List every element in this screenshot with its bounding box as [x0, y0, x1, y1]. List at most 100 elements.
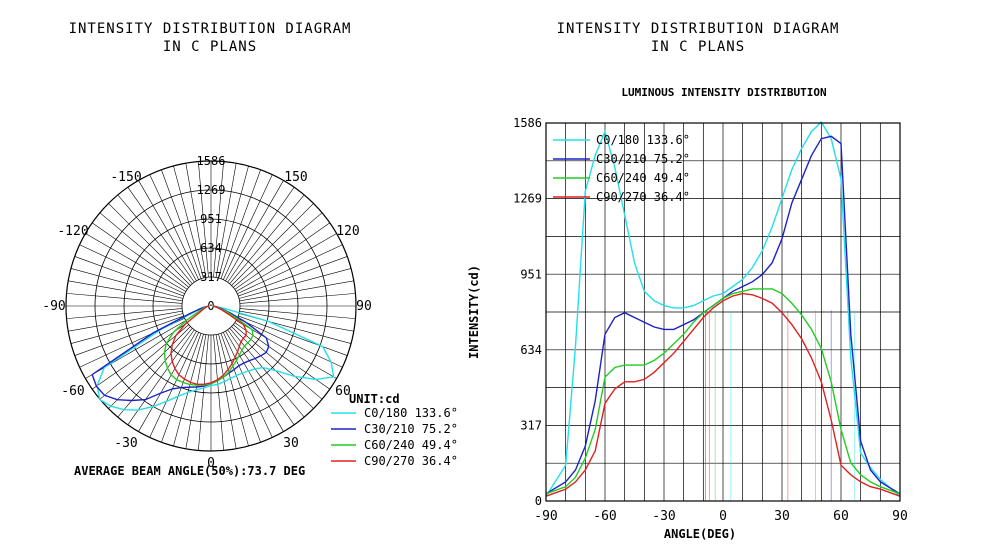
polar-spoke: [233, 212, 323, 288]
polar-legend-label: C0/180 133.6°: [364, 406, 458, 420]
polar-spoke: [239, 308, 356, 319]
polar-radial-label: 0: [207, 299, 214, 313]
polar-spoke: [117, 194, 193, 284]
polar-spoke: [161, 169, 202, 279]
polar-spoke: [117, 328, 193, 418]
x-tick-label: 0: [719, 509, 727, 524]
polar-spoke: [198, 334, 209, 451]
right-title-line2: IN C PLANS: [650, 39, 746, 55]
polar-spoke: [213, 161, 224, 278]
polar-radial-label: 317: [200, 270, 222, 284]
cartesian-legend-label: C60/240 49.4°: [596, 171, 690, 185]
cartesian-series-line-0: [545, 120, 901, 497]
plot-frame: [545, 122, 901, 502]
polar-angle-label: 60: [335, 384, 351, 399]
polar-curves: [91, 305, 335, 411]
polar-angle-label: 0: [207, 456, 215, 471]
polar-spoke: [213, 334, 224, 451]
polar-spoke: [215, 163, 237, 278]
y-axis-label: INTENSITY(cd): [467, 265, 481, 359]
y-tick-label: 317: [520, 418, 542, 432]
polar-spoke: [220, 169, 261, 279]
polar-spoke: [239, 293, 356, 304]
polar-spoke: [85, 320, 187, 379]
polar-angle-label: 90: [356, 299, 372, 314]
polar-spoke: [229, 328, 305, 418]
polar-spoke: [222, 332, 273, 438]
cartesian-axes: -90 -60 -30 0 30 60 90 0 317 634 951 1269 1586: [513, 116, 908, 524]
beam-angle-text: AVERAGE BEAM ANGLE(50%):73.7 DEG: [74, 464, 305, 478]
polar-radial-labels: 0 317 634 951 1269 1586: [197, 154, 226, 313]
polar-radial-label: 1269: [197, 183, 226, 197]
polar-spoke: [233, 324, 323, 400]
polar-spoke: [225, 180, 284, 282]
polar-spoke: [173, 333, 204, 447]
polar-grid: [65, 160, 357, 452]
cartesian-legend-label: C30/210 75.2°: [596, 152, 690, 166]
polar-radial-label: 1586: [197, 154, 226, 168]
polar-spoke: [127, 329, 195, 425]
polar-spoke: [149, 332, 200, 438]
y-tick-label: 951: [520, 267, 542, 281]
polar-angle-label: -30: [114, 436, 137, 451]
half-max-markers: [704, 310, 856, 501]
left-chart-title: INTENSITY DISTRIBUTION DIAGRAM IN C PLAN…: [40, 20, 380, 56]
left-title-line1: INTENSITY DISTRIBUTION DIAGRAM: [68, 21, 352, 37]
polar-series-line-2: [163, 305, 254, 386]
polar-angle-label: 120: [336, 224, 359, 239]
y-tick-label: 1586: [513, 116, 542, 130]
polar-legend-label: C60/240 49.4°: [364, 438, 458, 452]
polar-spoke: [227, 187, 295, 283]
polar-spoke: [227, 329, 295, 425]
x-tick-label: 30: [774, 509, 790, 524]
polar-spoke: [99, 324, 189, 400]
polar-radial-label: 951: [200, 212, 222, 226]
polar-spoke: [225, 330, 284, 432]
polar-spoke: [238, 315, 348, 356]
polar-spoke: [185, 334, 207, 449]
polar-legend-label: C90/270 36.4°: [364, 454, 458, 468]
x-tick-label: -90: [534, 509, 557, 524]
y-tick-label: 634: [520, 343, 542, 357]
polar-spoke: [198, 161, 209, 278]
cartesian-legend-label: C90/270 36.4°: [596, 190, 690, 204]
polar-series-line-0: [96, 305, 335, 411]
polar-spoke: [108, 203, 191, 286]
polar-legend-label: C30/210 75.2°: [364, 422, 458, 436]
y-tick-label: 0: [535, 494, 542, 508]
polar-spoke: [237, 317, 343, 368]
polar-angle-label: -120: [57, 224, 88, 239]
polar-spoke: [149, 174, 200, 280]
polar-spoke: [92, 222, 188, 290]
polar-spoke: [234, 322, 330, 390]
polar-angle-label: 150: [284, 170, 307, 185]
polar-spoke: [138, 330, 197, 432]
polar-spoke: [79, 244, 185, 295]
polar-spoke: [66, 308, 183, 319]
polar-spoke: [238, 268, 352, 299]
polar-spoke: [218, 333, 249, 447]
polar-spoke: [235, 233, 337, 292]
polar-spoke: [70, 268, 184, 299]
polar-spoke: [74, 315, 184, 356]
polar-angle-label: -90: [42, 299, 65, 314]
polar-spoke: [85, 233, 187, 292]
polar-spoke: [138, 180, 197, 282]
polar-angle-label: 30: [283, 436, 299, 451]
polar-spoke: [238, 256, 348, 297]
x-tick-label: -30: [652, 509, 675, 524]
polar-spoke: [185, 163, 207, 278]
polar-spoke: [220, 333, 261, 443]
polar-spoke: [74, 256, 184, 297]
polar-spoke: [218, 165, 249, 279]
polar-spoke: [68, 310, 183, 332]
cartesian-series-line-2: [545, 288, 901, 495]
cartesian-chart-title: LUMINOUS INTENSITY DISTRIBUTION: [621, 86, 826, 99]
polar-spoke: [68, 280, 183, 302]
polar-angle-label: -150: [110, 170, 141, 185]
x-tick-label: 90: [892, 509, 908, 524]
y-tick-label: 1269: [513, 192, 542, 206]
cartesian-curves: [545, 120, 901, 497]
polar-angle-labels: 0 30 60 90 120 150 -150 -120 -90 -60 -30: [42, 170, 372, 471]
